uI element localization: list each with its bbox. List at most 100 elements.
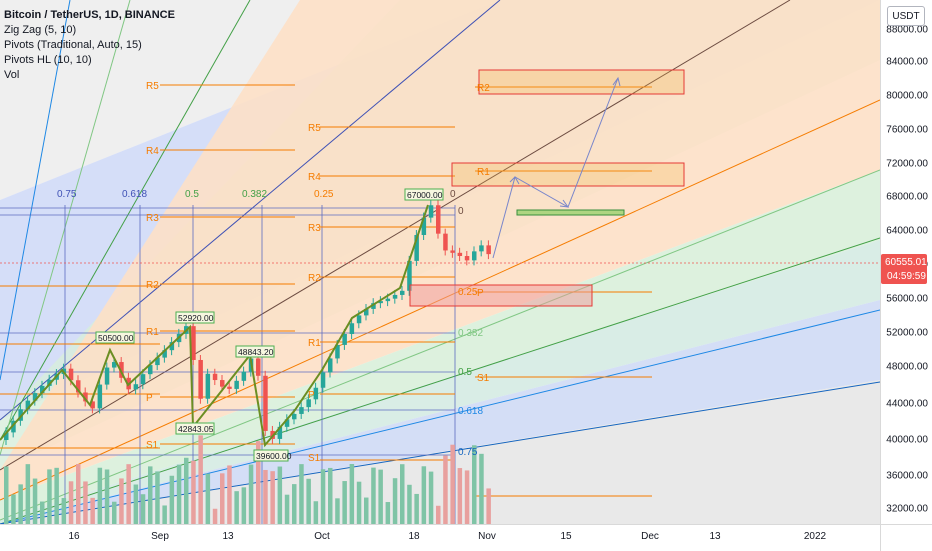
support-box[interactable] (409, 284, 593, 307)
zigzag-label: 42843.05 (178, 424, 214, 434)
pivot-r2: R2 (146, 280, 159, 291)
fan-label: 0.25 (458, 287, 478, 298)
fib-grid (0, 205, 456, 524)
time-axis[interactable]: 16 Sep 13 Oct 18 Nov 15 Dec 13 2022 (0, 524, 880, 551)
time-tick: 18 (408, 531, 420, 542)
price-tick: 76000.00 (886, 124, 928, 136)
pullback-box[interactable] (516, 209, 625, 216)
candle-body (76, 380, 81, 393)
fan-label: 0 (458, 206, 464, 217)
pivot-s1: S1 (477, 373, 490, 384)
candle-body (378, 301, 383, 304)
pivot-r5: R5 (146, 81, 159, 92)
candle-body (256, 358, 261, 376)
volume-bar (292, 484, 297, 524)
candle-body (328, 358, 333, 373)
volume-bar (68, 481, 74, 524)
pivot-s1: S1 (308, 453, 321, 464)
candle-body (25, 400, 31, 410)
volume-bar (234, 491, 239, 524)
candle-body (450, 250, 455, 253)
volume-bar (299, 464, 304, 524)
fib-label: 0.75 (57, 189, 77, 200)
volume-bar (407, 484, 412, 524)
volume-bar (436, 505, 441, 524)
volume-bar (464, 470, 470, 524)
candle-body (342, 333, 347, 345)
candle-body (414, 234, 419, 261)
candle-body (479, 245, 484, 252)
last-price-value: 60555.01 (885, 257, 927, 268)
volume-bar (47, 469, 52, 524)
volume-bar (320, 469, 326, 524)
candle-body (83, 392, 88, 402)
price-tick: 52000.00 (886, 327, 928, 339)
volume-bar (212, 508, 218, 524)
candle-body (119, 362, 124, 378)
legend-pivots[interactable]: Pivots (Traditional, Auto, 15) (4, 39, 142, 51)
volume-bars (4, 435, 491, 524)
price-tick: 32000.00 (886, 503, 928, 515)
volume-bar (25, 464, 31, 524)
candle-body (385, 298, 391, 302)
chart-area[interactable]: 0.75 0.618 0.5 0.382 0.25 0 0 0.25 0.382… (0, 0, 880, 524)
volume-bar (472, 445, 477, 524)
fib-label: 0 (450, 189, 456, 200)
candle-body (220, 380, 225, 387)
volume-bar (40, 501, 45, 524)
candle-countdown: 04:59:59 (887, 271, 926, 282)
candle-body (140, 374, 146, 385)
pivot-r3: R3 (308, 223, 321, 234)
time-tick: Dec (641, 531, 659, 542)
chart-legend[interactable]: Bitcoin / TetherUS, 1D, BINANCE Zig Zag … (4, 8, 175, 83)
pivot-r2: R2 (477, 83, 490, 94)
volume-bar (378, 469, 383, 524)
candle-body (191, 326, 196, 360)
candle-body (472, 251, 477, 261)
zigzag-label: 52920.00 (178, 313, 214, 323)
volume-bar (97, 467, 103, 524)
chart-canvas[interactable]: 0.75 0.618 0.5 0.382 0.25 0 0 0.25 0.382… (0, 0, 880, 524)
currency-button[interactable]: USDT (887, 6, 925, 26)
volume-bar (356, 481, 362, 524)
pivot-lines (0, 84, 652, 497)
fib-label: 0.25 (314, 189, 334, 200)
price-tick: 48000.00 (886, 361, 928, 373)
target-box-2[interactable] (451, 162, 685, 187)
legend-symbol[interactable]: Bitcoin / TetherUS, 1D, BINANCE (4, 9, 175, 21)
price-tick: 44000.00 (886, 398, 928, 410)
volume-bar (191, 460, 196, 524)
volume-bar (313, 501, 319, 524)
candle-body (284, 419, 290, 427)
price-tick: 40000.00 (886, 434, 928, 446)
pivot-r5: R5 (308, 123, 321, 134)
volume-bar (241, 487, 247, 524)
candle-body (443, 233, 448, 251)
zigzag-label: 48843.20 (238, 347, 274, 357)
arrow-head-3 (612, 76, 621, 87)
volume-bar (270, 471, 275, 524)
pivot-r1: R1 (477, 167, 490, 178)
volume-bar (349, 464, 355, 524)
pivot-p: P (146, 393, 153, 404)
projection-path[interactable] (492, 77, 619, 259)
volume-bar (421, 466, 427, 524)
volume-bar (83, 481, 88, 524)
candle-body (40, 385, 45, 394)
price-tick: 88000.00 (886, 24, 928, 36)
legend-vol[interactable]: Vol (4, 69, 20, 81)
pivot-r4: R4 (308, 172, 321, 183)
target-box-1[interactable] (478, 69, 685, 95)
volume-bar (126, 464, 131, 524)
candle-body (97, 384, 103, 409)
candle-body (90, 401, 95, 409)
price-tick: 80000.00 (886, 90, 928, 102)
volume-bar (11, 494, 16, 524)
legend-pivots-hl[interactable]: Pivots HL (10, 10) (4, 54, 92, 66)
candle-body (198, 359, 203, 399)
last-price-label: 60555.01 04:59:59 (881, 254, 927, 284)
legend-zigzag[interactable]: Zig Zag (5, 10) (4, 24, 77, 36)
candle-body (133, 384, 139, 390)
volume-bar (306, 478, 311, 524)
candle-body (299, 407, 304, 414)
